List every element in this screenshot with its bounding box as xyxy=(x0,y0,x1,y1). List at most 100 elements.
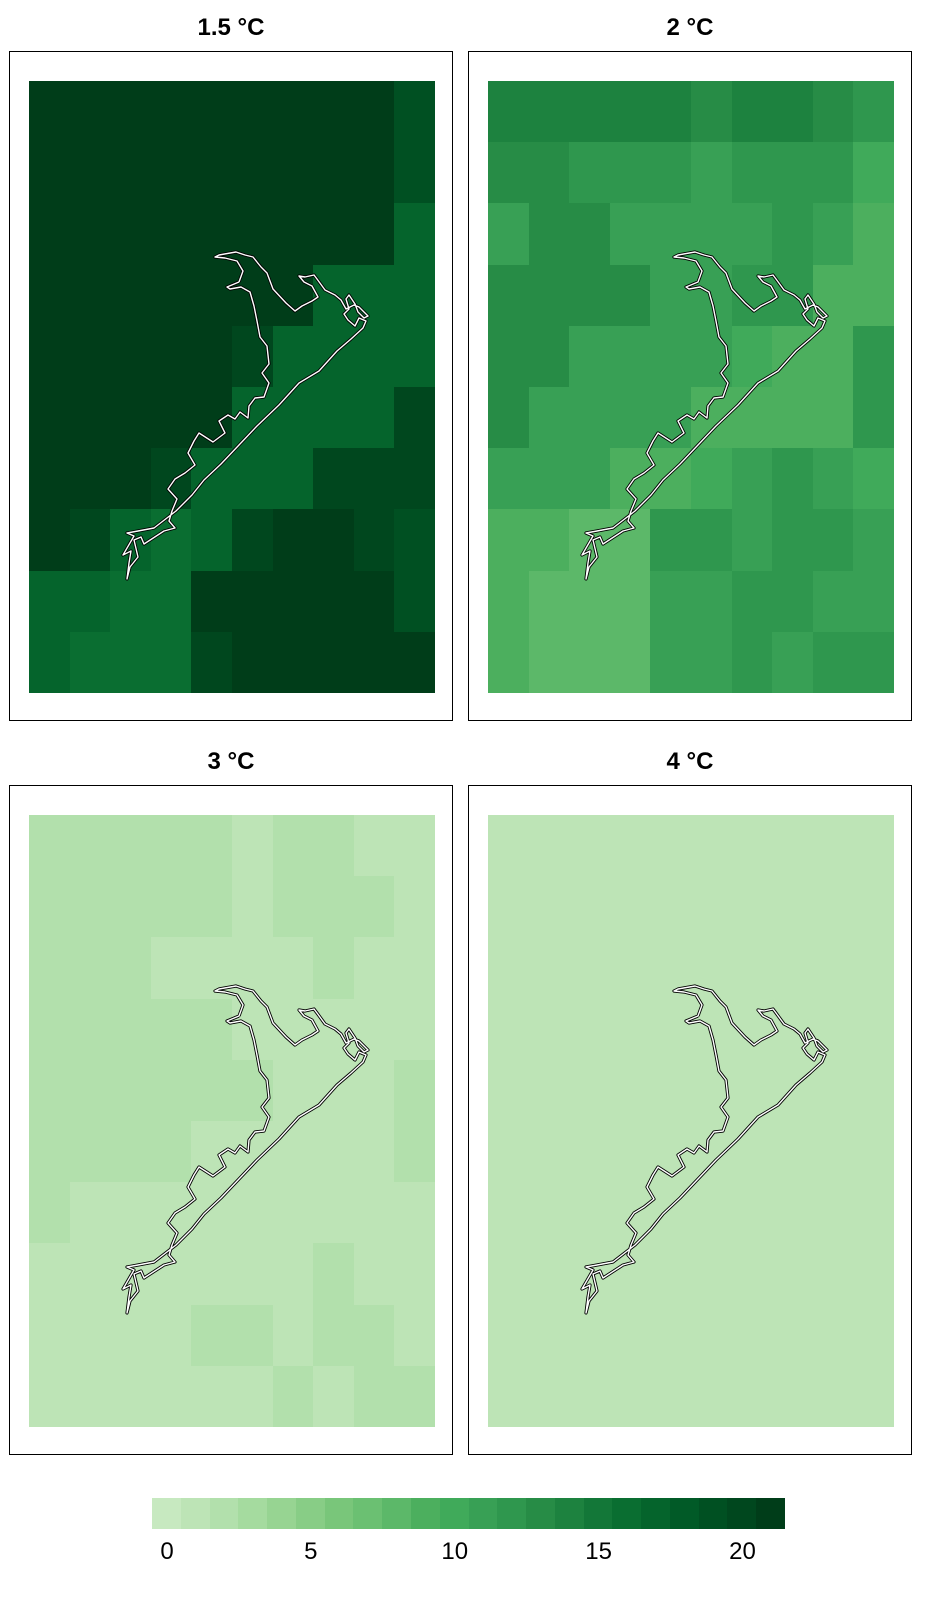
grid-cell xyxy=(732,876,772,937)
colorbar-tick-label: 5 xyxy=(304,1538,318,1565)
grid-cell xyxy=(110,1121,151,1182)
grid-cell xyxy=(394,632,435,693)
grid-cell xyxy=(191,326,232,387)
heatmap-grid-3 xyxy=(29,815,435,1427)
grid-cell xyxy=(151,1305,191,1366)
grid-cell xyxy=(610,265,650,326)
grid-cell xyxy=(354,876,394,937)
grid-cell xyxy=(151,999,191,1060)
grid-cell xyxy=(110,203,151,265)
colorbar-swatch xyxy=(670,1498,699,1529)
grid-cell xyxy=(772,448,813,509)
grid-cell xyxy=(529,1305,569,1366)
grid-cell xyxy=(691,1182,732,1243)
grid-cell xyxy=(354,509,394,571)
grid-cell xyxy=(691,81,732,142)
grid-cell xyxy=(394,387,435,448)
grid-cell xyxy=(313,1182,354,1243)
grid-cell xyxy=(273,142,313,203)
grid-cell xyxy=(70,142,110,203)
grid-cell xyxy=(273,387,313,448)
grid-cell xyxy=(691,1243,732,1305)
grid-cell xyxy=(394,1305,435,1366)
grid-cell xyxy=(488,81,529,142)
grid-cell xyxy=(610,632,650,693)
grid-cell xyxy=(232,509,273,571)
grid-cell xyxy=(732,632,772,693)
grid-cell xyxy=(313,815,354,876)
grid-cell xyxy=(29,1121,70,1182)
grid-cell xyxy=(488,387,529,448)
grid-cell xyxy=(853,265,894,326)
grid-cell xyxy=(110,999,151,1060)
grid-cell xyxy=(394,265,435,326)
colorbar-swatch xyxy=(238,1498,267,1529)
grid-cell xyxy=(772,937,813,999)
grid-cell xyxy=(110,632,151,693)
colorbar-swatch xyxy=(699,1498,727,1529)
grid-cell xyxy=(650,937,691,999)
colorbar-swatch xyxy=(152,1498,181,1529)
grid-cell xyxy=(394,1243,435,1305)
grid-cell xyxy=(151,876,191,937)
grid-cell xyxy=(29,1366,70,1427)
grid-cell xyxy=(354,1305,394,1366)
grid-cell xyxy=(650,999,691,1060)
grid-cell xyxy=(853,448,894,509)
grid-cell xyxy=(70,1366,110,1427)
grid-cell xyxy=(529,999,569,1060)
grid-cell xyxy=(313,203,354,265)
grid-cell xyxy=(488,999,529,1060)
grid-cell xyxy=(488,937,529,999)
grid-cell xyxy=(29,999,70,1060)
grid-cell xyxy=(151,632,191,693)
grid-cell xyxy=(110,1366,151,1427)
grid-cell xyxy=(70,876,110,937)
grid-cell xyxy=(772,509,813,571)
grid-cell xyxy=(732,937,772,999)
grid-cell xyxy=(70,571,110,632)
grid-cell xyxy=(691,1305,732,1366)
grid-cell xyxy=(529,509,569,571)
grid-cell xyxy=(273,1305,313,1366)
grid-cell xyxy=(232,203,273,265)
grid-cell xyxy=(29,81,70,142)
grid-cell xyxy=(529,815,569,876)
grid-cell xyxy=(569,1305,610,1366)
colorbar-swatch xyxy=(497,1498,526,1529)
grid-cell xyxy=(529,876,569,937)
grid-cell xyxy=(691,203,732,265)
grid-cell xyxy=(569,632,610,693)
grid-cell xyxy=(232,1243,273,1305)
grid-cell xyxy=(394,1060,435,1121)
grid-cell xyxy=(529,1182,569,1243)
grid-cell xyxy=(650,142,691,203)
grid-cell xyxy=(191,632,232,693)
grid-cell xyxy=(354,1060,394,1121)
grid-cell xyxy=(813,1121,853,1182)
map-panel-1 xyxy=(9,51,453,721)
grid-cell xyxy=(732,1366,772,1427)
grid-cell xyxy=(29,203,70,265)
grid-cell xyxy=(191,937,232,999)
grid-cell xyxy=(273,571,313,632)
grid-cell xyxy=(610,1121,650,1182)
grid-cell xyxy=(610,1305,650,1366)
grid-cell xyxy=(529,326,569,387)
grid-cell xyxy=(610,937,650,999)
grid-cell xyxy=(691,632,732,693)
grid-cell xyxy=(313,448,354,509)
coastline xyxy=(581,251,828,580)
grid-cell xyxy=(610,142,650,203)
grid-cell xyxy=(110,1305,151,1366)
grid-cell xyxy=(232,937,273,999)
grid-cell xyxy=(488,142,529,203)
grid-cell xyxy=(151,203,191,265)
grid-cell xyxy=(354,1243,394,1305)
grid-cell xyxy=(232,876,273,937)
heatmap-grid-1 xyxy=(29,81,435,693)
grid-cell xyxy=(772,632,813,693)
grid-cell xyxy=(650,815,691,876)
grid-cell xyxy=(70,937,110,999)
grid-cell xyxy=(354,1182,394,1243)
